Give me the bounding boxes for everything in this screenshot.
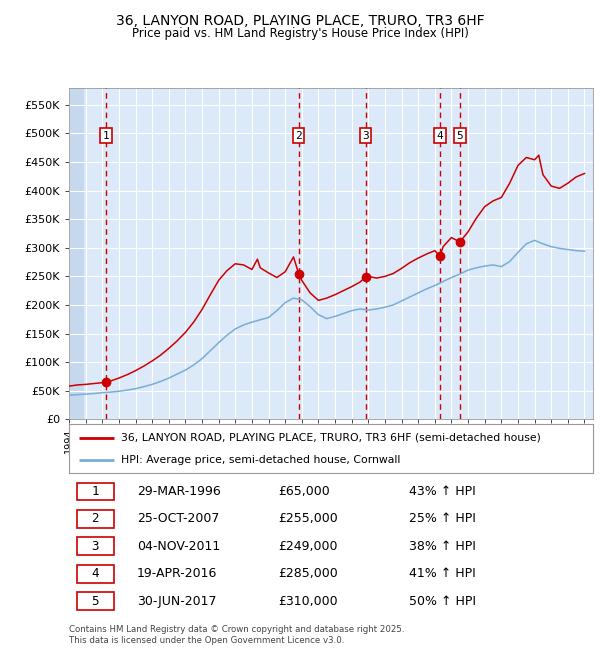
Text: 1: 1 xyxy=(91,485,99,498)
Text: 04-NOV-2011: 04-NOV-2011 xyxy=(137,540,220,552)
Text: £310,000: £310,000 xyxy=(278,595,338,608)
Text: 5: 5 xyxy=(91,595,99,608)
Text: 5: 5 xyxy=(457,131,463,141)
Text: 2: 2 xyxy=(295,131,302,141)
Text: 25-OCT-2007: 25-OCT-2007 xyxy=(137,512,220,525)
Text: Contains HM Land Registry data © Crown copyright and database right 2025.
This d: Contains HM Land Registry data © Crown c… xyxy=(69,625,404,645)
Text: 36, LANYON ROAD, PLAYING PLACE, TRURO, TR3 6HF: 36, LANYON ROAD, PLAYING PLACE, TRURO, T… xyxy=(116,14,484,29)
Text: 38% ↑ HPI: 38% ↑ HPI xyxy=(409,540,476,552)
Text: 30-JUN-2017: 30-JUN-2017 xyxy=(137,595,217,608)
FancyBboxPatch shape xyxy=(77,538,113,555)
FancyBboxPatch shape xyxy=(77,482,113,500)
Text: 29-MAR-1996: 29-MAR-1996 xyxy=(137,485,221,498)
Text: 25% ↑ HPI: 25% ↑ HPI xyxy=(409,512,476,525)
FancyBboxPatch shape xyxy=(77,510,113,528)
Text: 3: 3 xyxy=(362,131,369,141)
Text: £249,000: £249,000 xyxy=(278,540,338,552)
Text: HPI: Average price, semi-detached house, Cornwall: HPI: Average price, semi-detached house,… xyxy=(121,455,401,465)
Text: 4: 4 xyxy=(436,131,443,141)
FancyBboxPatch shape xyxy=(77,565,113,582)
Text: 3: 3 xyxy=(91,540,99,552)
Text: 36, LANYON ROAD, PLAYING PLACE, TRURO, TR3 6HF (semi-detached house): 36, LANYON ROAD, PLAYING PLACE, TRURO, T… xyxy=(121,433,541,443)
FancyBboxPatch shape xyxy=(77,592,113,610)
Text: 41% ↑ HPI: 41% ↑ HPI xyxy=(409,567,476,580)
Text: £255,000: £255,000 xyxy=(278,512,338,525)
Text: 50% ↑ HPI: 50% ↑ HPI xyxy=(409,595,476,608)
Text: Price paid vs. HM Land Registry's House Price Index (HPI): Price paid vs. HM Land Registry's House … xyxy=(131,27,469,40)
Text: 43% ↑ HPI: 43% ↑ HPI xyxy=(409,485,476,498)
Text: 1: 1 xyxy=(103,131,110,141)
Text: 2: 2 xyxy=(91,512,99,525)
Text: £65,000: £65,000 xyxy=(278,485,330,498)
Text: 4: 4 xyxy=(91,567,99,580)
Text: 19-APR-2016: 19-APR-2016 xyxy=(137,567,217,580)
Bar xyxy=(69,88,84,419)
Text: £285,000: £285,000 xyxy=(278,567,338,580)
